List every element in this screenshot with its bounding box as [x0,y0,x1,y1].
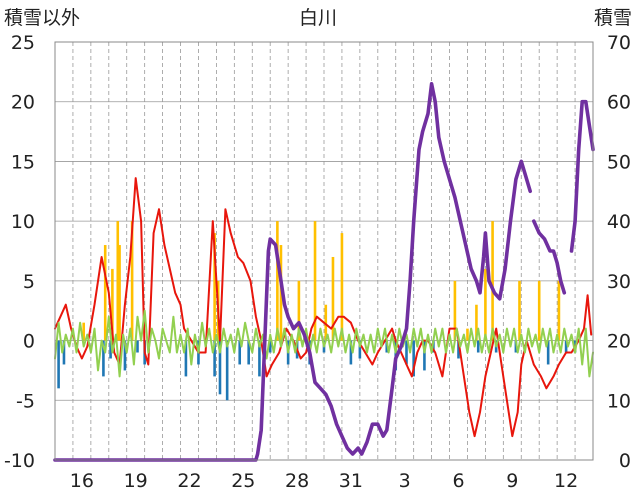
snow_change-bar [213,340,216,377]
right-tick-label: 70 [607,32,631,54]
snow_change-bar [184,340,188,377]
x-tick-label: 31 [339,470,363,492]
snowfall-bar [82,322,85,341]
snowfall-bar [111,268,114,341]
snowfall-bar [475,304,478,341]
bar-layer [57,221,577,401]
snow_depth-line [532,219,567,295]
plot-frame [54,41,594,461]
snowfall-bar [103,245,107,341]
x-axis-ticks: 16 19 22 25 28 31 3 6 9 12 [70,470,578,492]
snowfall-bar [557,280,561,341]
snowfall-bar [313,221,317,341]
x-tick-label: 16 [70,470,94,492]
right-axis-label: 積雪 [594,7,632,29]
snowfall-bar [116,221,120,341]
left-axis-label: 積雪以外 [4,7,80,29]
right-tick-label: 40 [607,211,631,233]
grid [55,42,593,460]
snow_change-bar [412,340,415,377]
snow_change-bar [225,340,229,401]
snow_change-bar [358,340,362,359]
line-layer [53,82,595,462]
temperature-line [54,177,593,438]
axes [54,41,594,461]
left-tick-label: -10 [4,450,35,472]
snowfall-bar [118,245,121,341]
x-tick-label: 25 [231,470,255,492]
left-tick-label: -5 [16,390,35,412]
snow_change-bar [564,340,568,353]
right-tick-label: 50 [607,151,631,173]
snow_change-bar [123,340,127,371]
snow_change-bar [62,340,66,365]
chart-title: 白川 [299,7,337,29]
snow_change-bar [457,340,460,359]
snow_change-bar [405,340,408,365]
snow_change-bar [218,340,222,395]
right-tick-label: 10 [607,390,631,412]
x-tick-label: 9 [506,470,518,492]
x-tick-label: 22 [177,470,201,492]
snowfall-bar [130,221,134,341]
snowfall-bar [331,256,335,341]
snow_change-bar [268,340,272,353]
snow_change-bar [423,340,426,371]
right-tick-label: 60 [607,92,631,114]
right-tick-label: 0 [619,450,631,472]
snow_change-bar [258,340,261,377]
snowfall-bar [276,221,279,341]
snow_depth-line [53,82,532,462]
snowfall-bar [518,280,521,341]
right-tick-label: 20 [607,331,631,353]
snowfall-bar [324,304,328,341]
snow_change-bar [136,340,139,353]
wind-line [54,309,594,378]
x-tick-label: 28 [285,470,309,492]
left-tick-label: 20 [11,92,35,114]
x-tick-label: 3 [399,470,411,492]
left-tick-label: 10 [11,211,35,233]
snow_change-bar [349,340,353,365]
snowfall-bar [537,280,541,341]
snow_depth-line [569,99,595,253]
snow_change-bar [476,340,480,353]
right-axis-ticks: 70 60 50 40 30 20 10 0 [607,32,631,472]
left-tick-label: 5 [23,271,35,293]
snow_change-bar [57,340,60,389]
x-tick-label: 19 [124,470,148,492]
snowfall-bar [213,233,216,341]
snowfall-bar [466,328,469,341]
snowfall-bar [297,280,301,341]
left-tick-label: 15 [11,151,35,173]
snow_change-bar [238,340,242,365]
snowfall-bar [491,221,494,341]
left-tick-label: 0 [23,331,35,353]
left-tick-label: 25 [11,32,35,54]
right-tick-label: 30 [607,271,631,293]
snow_change-bar [109,340,112,359]
snow_change-bar [102,340,105,377]
snowfall-bar [340,233,344,341]
snow_change-bar [546,340,550,365]
snow_change-bar [247,340,250,365]
x-tick-label: 12 [554,470,578,492]
snowfall-bar [453,280,457,341]
left-axis-ticks: 25 20 15 10 5 0 -5 -10 [4,32,35,472]
x-tick-label: 6 [452,470,464,492]
snowfall-bar [484,268,487,341]
